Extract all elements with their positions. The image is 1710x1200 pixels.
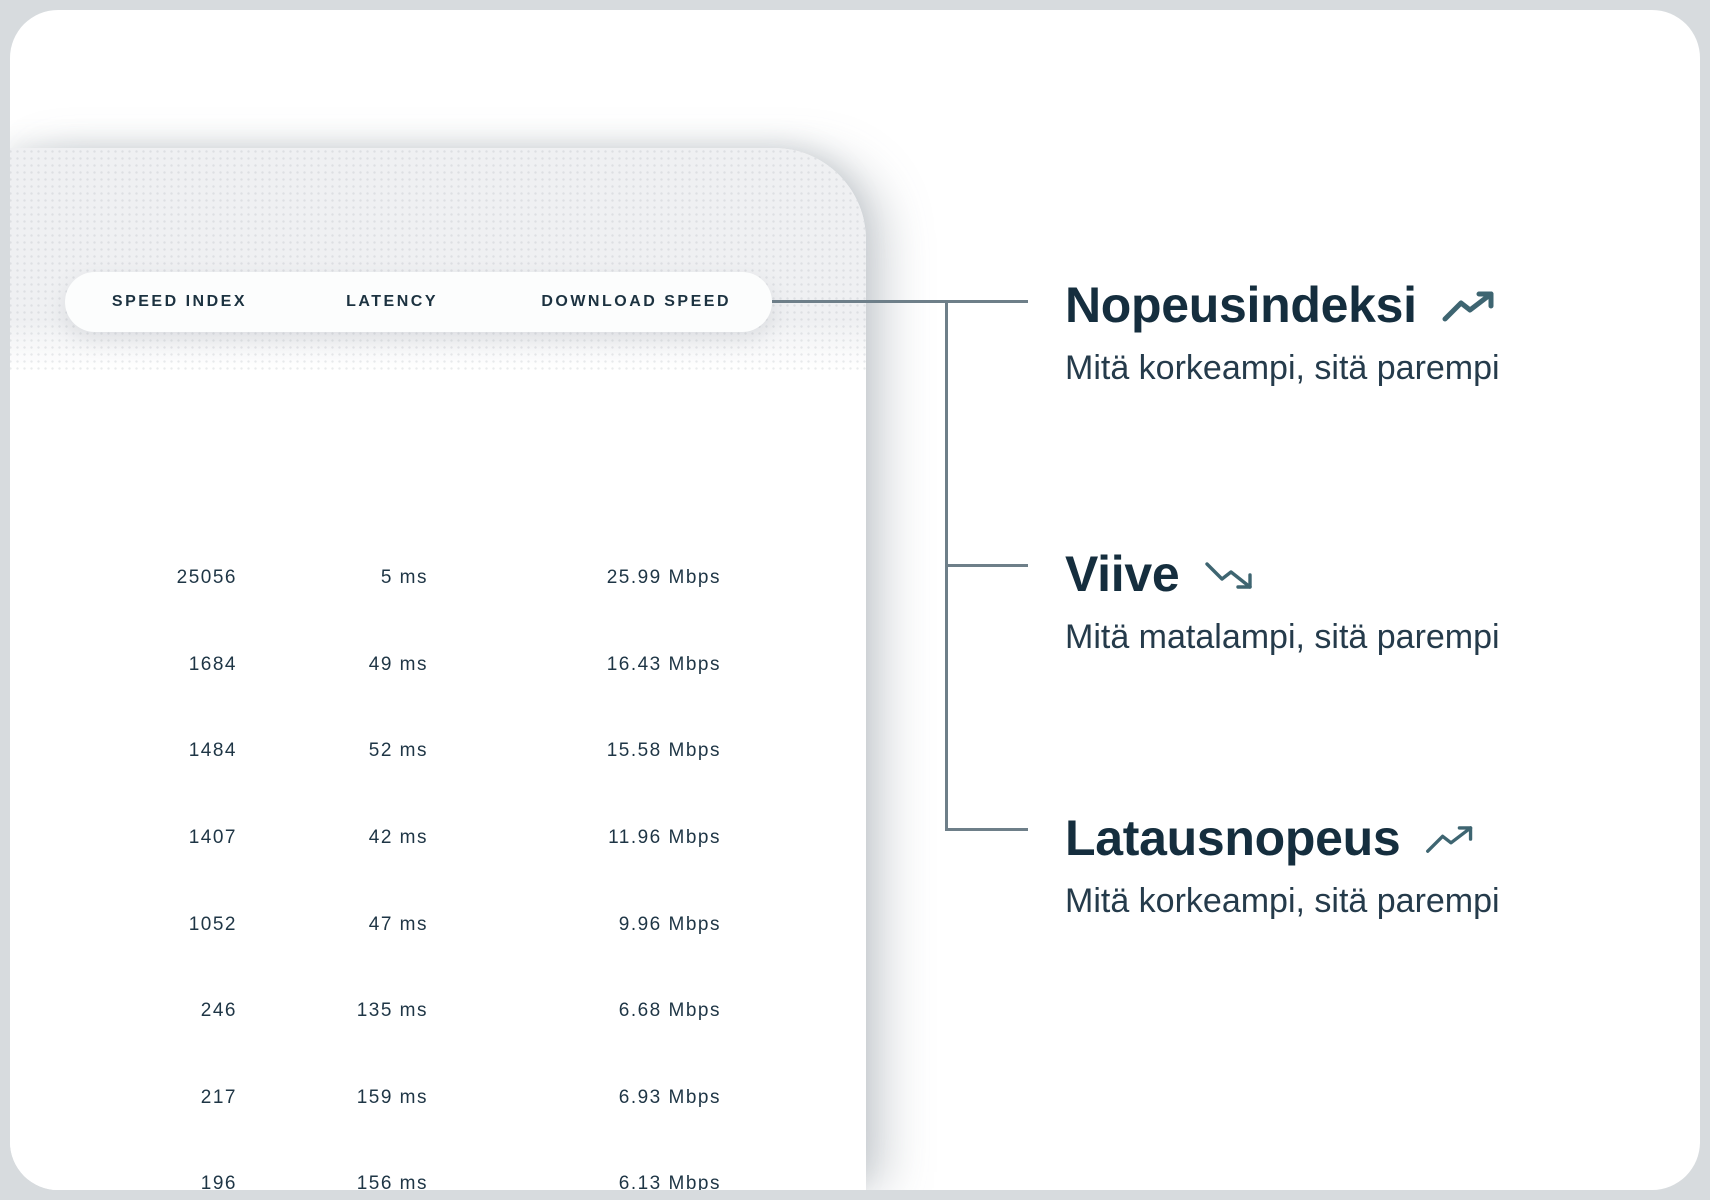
annotation-subtitle: Mitä matalampi, sitä parempi bbox=[1065, 618, 1500, 656]
annotation-speed-index: Nopeusindeksi Mitä korkeampi, sitä parem… bbox=[1065, 276, 1500, 390]
cell-latency: 47 ms bbox=[368, 913, 428, 935]
cell-speed-index: 217 bbox=[200, 1086, 237, 1108]
cell-speed-index: 1407 bbox=[188, 827, 237, 849]
cell-speed-index: 246 bbox=[200, 1000, 237, 1022]
cell-download-speed: 6.93 Mbps bbox=[618, 1086, 721, 1108]
card: 25056 5 ms 25.99 Mbps 1684 49 ms 16.43 M… bbox=[10, 10, 1700, 1190]
cell-download-speed: 6.68 Mbps bbox=[618, 1000, 721, 1022]
column-header-download-speed: DOWNLOAD SPEED bbox=[541, 293, 731, 310]
cell-download-speed: 15.58 Mbps bbox=[606, 740, 721, 762]
connector-line-top bbox=[772, 300, 1028, 303]
table-row: 1407 42 ms 11.96 Mbps bbox=[10, 795, 721, 882]
cell-speed-index: 1684 bbox=[188, 653, 237, 675]
column-header-latency: LATENCY bbox=[346, 293, 438, 310]
cell-download-speed: 6.13 Mbps bbox=[618, 1173, 721, 1190]
annotation-title: Latausnopeus bbox=[1065, 810, 1401, 866]
annotation-subtitle: Mitä korkeampi, sitä parempi bbox=[1065, 882, 1500, 920]
cell-latency: 5 ms bbox=[380, 567, 428, 589]
trend-up-icon bbox=[1441, 288, 1499, 326]
annotation-latency: Viive Mitä matalampi, sitä parempi bbox=[1065, 545, 1500, 659]
cell-latency: 159 ms bbox=[356, 1086, 428, 1108]
trend-down-icon bbox=[1203, 558, 1255, 594]
table-row: 196 156 ms 6.13 Mbps bbox=[10, 1141, 721, 1190]
cell-latency: 52 ms bbox=[368, 740, 428, 762]
column-header-pill: SPEED INDEX LATENCY DOWNLOAD SPEED bbox=[65, 272, 772, 332]
results-table: 25056 5 ms 25.99 Mbps 1684 49 ms 16.43 M… bbox=[10, 535, 721, 1190]
cell-download-speed: 11.96 Mbps bbox=[608, 827, 721, 849]
table-row: 1052 47 ms 9.96 Mbps bbox=[10, 881, 721, 968]
table-row: 1684 49 ms 16.43 Mbps bbox=[10, 622, 721, 709]
cell-download-speed: 9.96 Mbps bbox=[618, 913, 721, 935]
annotation-title: Nopeusindeksi bbox=[1065, 277, 1417, 333]
cell-download-speed: 25.99 Mbps bbox=[606, 567, 721, 589]
cell-speed-index: 1484 bbox=[188, 740, 237, 762]
connector-line-middle bbox=[945, 564, 1028, 567]
cell-speed-index: 1052 bbox=[188, 913, 237, 935]
cell-latency: 49 ms bbox=[368, 653, 428, 675]
cell-speed-index: 25056 bbox=[176, 567, 237, 589]
column-header-speed-index: SPEED INDEX bbox=[111, 293, 247, 310]
annotation-subtitle: Mitä korkeampi, sitä parempi bbox=[1065, 349, 1500, 387]
annotation-title: Viive bbox=[1065, 546, 1180, 602]
table-row: 217 159 ms 6.93 Mbps bbox=[10, 1055, 721, 1142]
annotation-download-speed: Latausnopeus Mitä korkeampi, sitä paremp… bbox=[1065, 809, 1500, 923]
cell-speed-index: 196 bbox=[200, 1173, 237, 1190]
connector-line-bottom bbox=[945, 828, 1028, 831]
cell-latency: 135 ms bbox=[356, 1000, 428, 1022]
results-window-header bbox=[10, 148, 866, 370]
table-row: 1484 52 ms 15.58 Mbps bbox=[10, 708, 721, 795]
trend-up-icon bbox=[1424, 822, 1478, 858]
table-row: 25056 5 ms 25.99 Mbps bbox=[10, 535, 721, 622]
cell-latency: 156 ms bbox=[356, 1173, 428, 1190]
table-row: 246 135 ms 6.68 Mbps bbox=[10, 968, 721, 1055]
cell-download-speed: 16.43 Mbps bbox=[606, 653, 721, 675]
cell-latency: 42 ms bbox=[368, 827, 428, 849]
